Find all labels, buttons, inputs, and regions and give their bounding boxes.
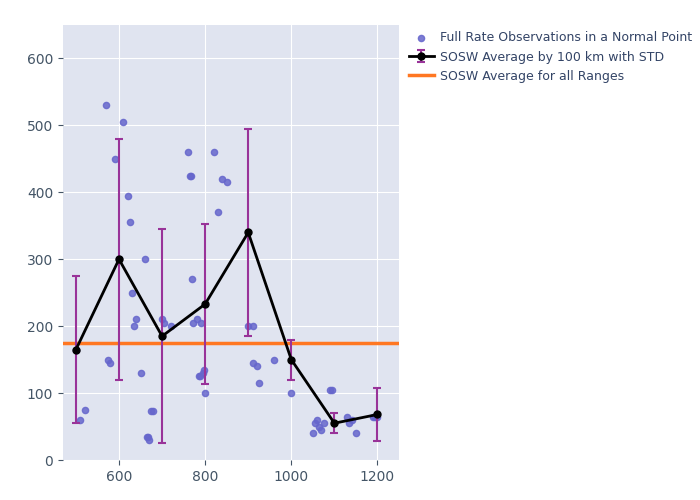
Point (325, 386, 336, 394)
Point (193, 372, 204, 380)
Point (131, 316, 142, 324)
Point (101, 102, 112, 110)
Point (75, 416, 86, 424)
Point (194, 372, 205, 380)
Point (247, 359, 258, 367)
Point (344, 419, 355, 427)
Point (195, 319, 206, 327)
Point (248, 322, 259, 330)
Point (124, 218, 135, 226)
Point (146, 407, 157, 415)
Point (186, 172, 197, 179)
Point (79, 406, 90, 414)
Point (309, 419, 321, 427)
Point (217, 175, 228, 183)
Legend: Full Rate Observations in a Normal Point, SOSW Average by 100 km with STD, SOSW : Full Rate Observations in a Normal Point… (409, 31, 692, 82)
Point (197, 369, 209, 377)
Point (113, 255, 125, 263)
Point (147, 407, 158, 415)
Point (251, 362, 262, 370)
Point (243, 322, 254, 330)
Point (316, 426, 327, 434)
Point (70, 346, 81, 354)
Point (159, 319, 170, 327)
Point (346, 416, 357, 424)
Point (208, 148, 219, 156)
Point (370, 412, 381, 420)
Point (191, 316, 202, 324)
Point (199, 389, 211, 397)
Point (103, 356, 114, 364)
Point (372, 412, 383, 420)
Point (286, 389, 297, 397)
Point (342, 412, 353, 420)
Point (307, 429, 318, 437)
Point (109, 155, 120, 163)
Point (185, 172, 196, 179)
Point (165, 322, 176, 330)
Point (144, 436, 155, 444)
Point (187, 276, 198, 283)
Point (350, 429, 361, 437)
Point (139, 255, 150, 263)
Point (122, 192, 133, 200)
Point (105, 359, 116, 367)
Point (141, 432, 153, 440)
Point (269, 356, 280, 364)
Point (135, 369, 146, 377)
Point (327, 386, 338, 394)
Point (198, 366, 209, 374)
Point (157, 316, 168, 324)
Point (182, 148, 193, 156)
Point (213, 208, 224, 216)
Point (143, 432, 154, 440)
Point (126, 288, 137, 296)
Point (314, 422, 325, 430)
Point (118, 118, 129, 126)
Point (129, 322, 140, 330)
Point (253, 379, 265, 387)
Point (368, 412, 379, 420)
Point (318, 419, 329, 427)
Point (221, 178, 232, 186)
Point (312, 416, 323, 424)
Point (188, 319, 199, 327)
